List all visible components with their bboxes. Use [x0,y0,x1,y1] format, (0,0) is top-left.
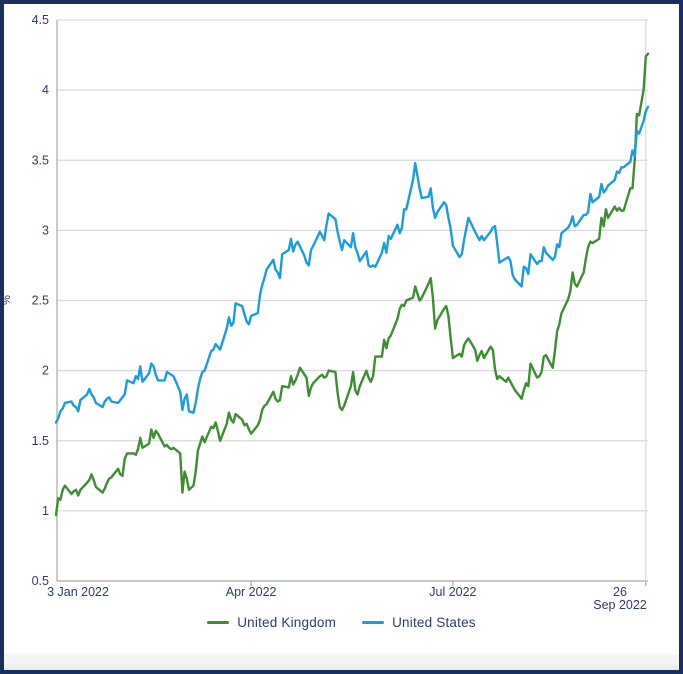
svg-text:%: % [1,295,13,305]
svg-text:4.5: 4.5 [32,13,49,27]
legend-item-united-kingdom[interactable]: United Kingdom [207,615,336,630]
legend-label-united-states: United States [392,615,476,630]
legend-item-united-states[interactable]: United States [362,615,476,630]
legend: United Kingdom United States [4,615,679,630]
svg-text:3.5: 3.5 [32,153,49,167]
bottom-strip [4,654,679,670]
svg-text:Sep 2022: Sep 2022 [593,598,647,612]
svg-text:Apr 2022: Apr 2022 [226,585,277,599]
svg-text:Jul 2022: Jul 2022 [429,585,476,599]
united-kingdom-line-swatch-icon [207,621,230,624]
svg-text:1.5: 1.5 [32,434,49,448]
svg-text:3: 3 [42,223,49,237]
svg-text:2: 2 [42,364,49,378]
united-states-line-swatch-icon [362,621,385,624]
svg-text:2.5: 2.5 [32,294,49,308]
svg-text:26: 26 [613,585,627,599]
legend-label-united-kingdom: United Kingdom [237,615,337,630]
svg-text:0.5: 0.5 [32,574,49,588]
svg-text:4: 4 [42,83,49,97]
svg-text:1: 1 [42,504,49,518]
svg-text:3 Jan 2022: 3 Jan 2022 [47,585,109,599]
